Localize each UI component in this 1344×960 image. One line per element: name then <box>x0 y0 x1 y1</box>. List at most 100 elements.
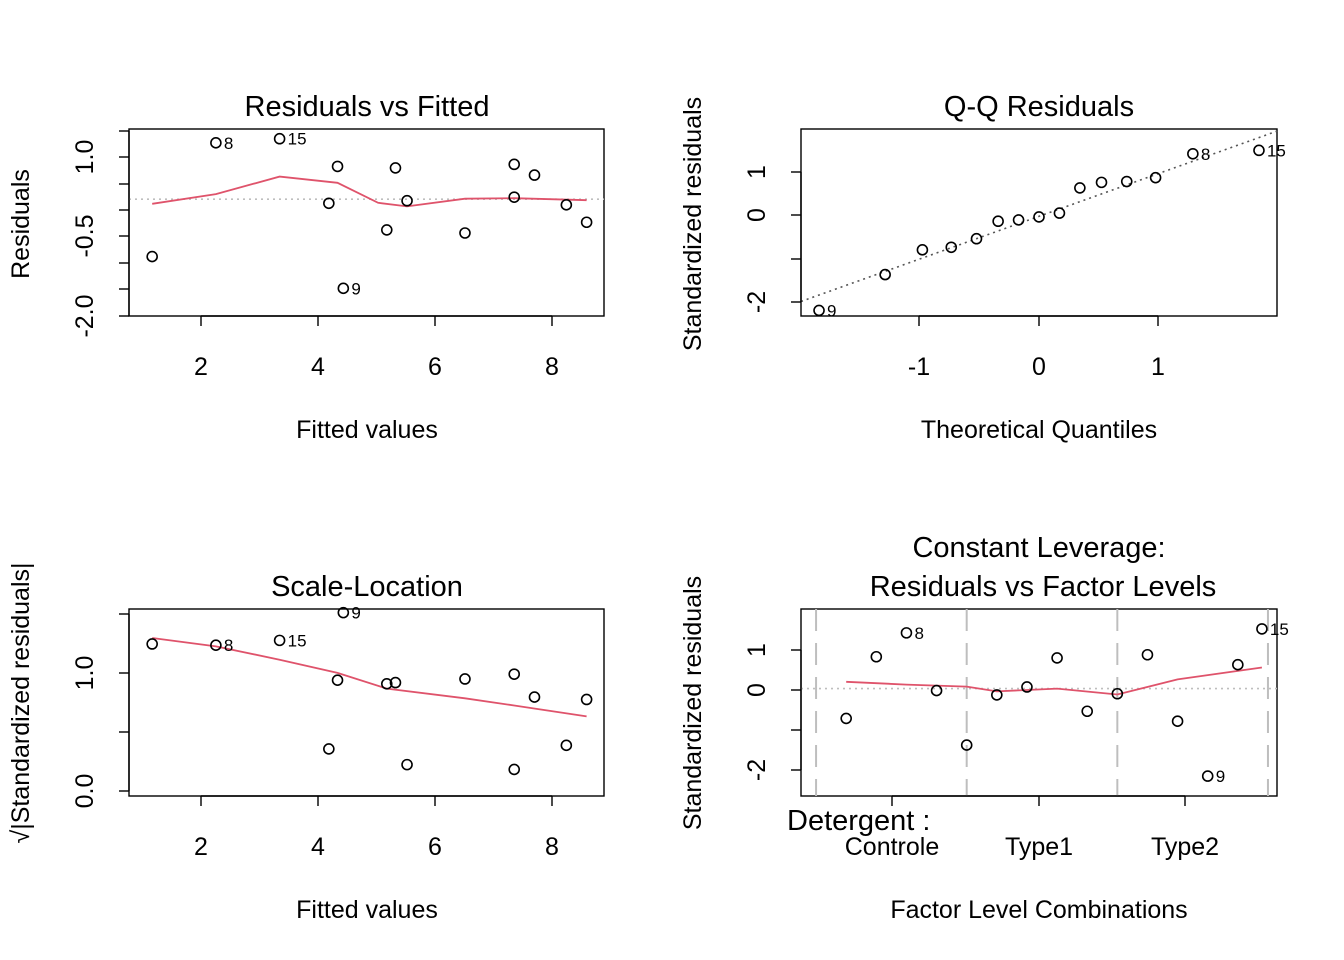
x-tick-label: 2 <box>194 833 208 861</box>
x-axis-label: Fitted values <box>296 416 438 444</box>
y-tick-label: 1 <box>743 165 771 179</box>
data-point <box>459 227 471 239</box>
point-label: 9 <box>351 279 360 298</box>
data-point <box>337 606 350 619</box>
data-point <box>389 676 402 689</box>
y-tick-label: 0 <box>743 208 771 222</box>
point-labels-group: 9 8 15 <box>827 141 1286 320</box>
data-point <box>146 250 158 263</box>
data-point <box>1074 182 1086 194</box>
point-label: 15 <box>288 631 307 650</box>
data-point <box>1111 687 1124 700</box>
point-labels-group: 8 15 9 <box>224 130 361 299</box>
y-tick-label: 0 <box>743 683 771 697</box>
data-point <box>1051 652 1063 664</box>
data-point <box>870 650 883 663</box>
data-point <box>580 693 593 706</box>
y-tick-label: 1 <box>743 643 771 657</box>
panel-residuals-vs-fitted: Residuals vs Fitted 8 15 9 2 4 6 8 1.0 -0.… <box>7 91 605 444</box>
data-point <box>1253 144 1265 157</box>
smooth-line <box>152 637 587 718</box>
data-point <box>323 197 335 210</box>
data-point <box>1053 207 1066 219</box>
smooth-line-group <box>152 637 587 718</box>
y-tick-label: -2.0 <box>71 294 99 337</box>
point-label: 9 <box>351 604 360 623</box>
point-labels-group: 8 15 9 <box>224 604 361 656</box>
group-separators-group <box>815 609 1269 796</box>
data-point <box>945 241 958 254</box>
smooth-line-group <box>846 666 1263 696</box>
data-point <box>528 691 541 703</box>
data-point <box>916 244 929 256</box>
data-point <box>210 639 222 651</box>
smooth-line <box>846 666 1263 696</box>
data-point <box>960 739 973 751</box>
data-point <box>991 689 1003 701</box>
data-point <box>1021 681 1033 693</box>
data-point <box>508 668 521 680</box>
smooth-line <box>152 175 587 208</box>
data-point <box>1201 770 1214 782</box>
data-point <box>1232 658 1244 671</box>
data-point <box>970 232 983 245</box>
x-axis-label: Theoretical Quantiles <box>921 416 1157 444</box>
data-point <box>992 215 1004 228</box>
points-group <box>840 623 1268 782</box>
panel-qq-residuals: Q-Q Residuals 9 8 15 -1 0 1 1 0 -2 Theoret… <box>679 91 1286 444</box>
y-tick-label: -2 <box>743 759 771 781</box>
data-point <box>508 158 521 171</box>
x-tick-label: 6 <box>428 353 442 381</box>
data-point <box>380 677 393 690</box>
data-point <box>1171 715 1184 728</box>
points-group <box>813 144 1265 317</box>
data-point <box>380 224 393 236</box>
x-tick-label: -1 <box>908 353 930 381</box>
y-axis-label: Residuals <box>7 169 35 279</box>
panel-title: Q-Q Residuals <box>944 91 1134 123</box>
x-tick-label: 0 <box>1032 353 1046 381</box>
data-point <box>900 627 913 639</box>
data-point <box>146 638 158 650</box>
y-axis-label: Standardized residuals <box>679 576 707 830</box>
panel-title-line-1: Constant Leverage: <box>912 532 1165 564</box>
data-point <box>1095 176 1108 189</box>
x-tick-label: 1 <box>1151 353 1165 381</box>
panel-title: Residuals vs Fitted <box>245 91 490 123</box>
x-tick-label: 4 <box>311 833 325 861</box>
x-tick-label: 8 <box>545 353 559 381</box>
data-point <box>210 137 222 149</box>
point-label: 8 <box>224 134 233 153</box>
panel-title-line-2: Residuals vs Factor Levels <box>870 571 1217 603</box>
y-tick-label: 0.0 <box>71 774 99 809</box>
data-point <box>508 763 521 776</box>
x-axis-label: Factor Level Combinations <box>890 896 1187 924</box>
data-point <box>389 162 402 174</box>
data-point <box>508 191 521 203</box>
factor-label: Detergent : <box>787 805 930 837</box>
x-tick-label: 4 <box>311 353 325 381</box>
smooth-line-group <box>152 175 587 208</box>
data-point <box>323 743 335 755</box>
panel-title: Scale-Location <box>271 571 463 603</box>
data-point <box>1187 147 1199 160</box>
point-label: 9 <box>827 301 836 320</box>
points-group <box>146 606 593 776</box>
data-point <box>273 634 286 647</box>
x-category-label: Type2 <box>1151 833 1219 861</box>
data-point <box>580 216 593 229</box>
x-category-label: Controle <box>845 833 940 861</box>
point-label: 8 <box>914 624 923 643</box>
x-category-label: Type1 <box>1005 833 1073 861</box>
data-point <box>1149 171 1162 184</box>
y-axis-label: Standardized residuals <box>679 97 707 351</box>
data-point <box>1012 214 1025 226</box>
y-tick-label: 1.0 <box>71 656 99 691</box>
x-tick-label: 6 <box>428 833 442 861</box>
x-axis-label: Fitted values <box>296 896 438 924</box>
y-axis-label: √|Standardized residuals| <box>7 562 35 843</box>
data-point <box>840 712 852 725</box>
panel-constant-leverage: Constant Leverage: Residuals vs Factor L… <box>679 532 1289 924</box>
